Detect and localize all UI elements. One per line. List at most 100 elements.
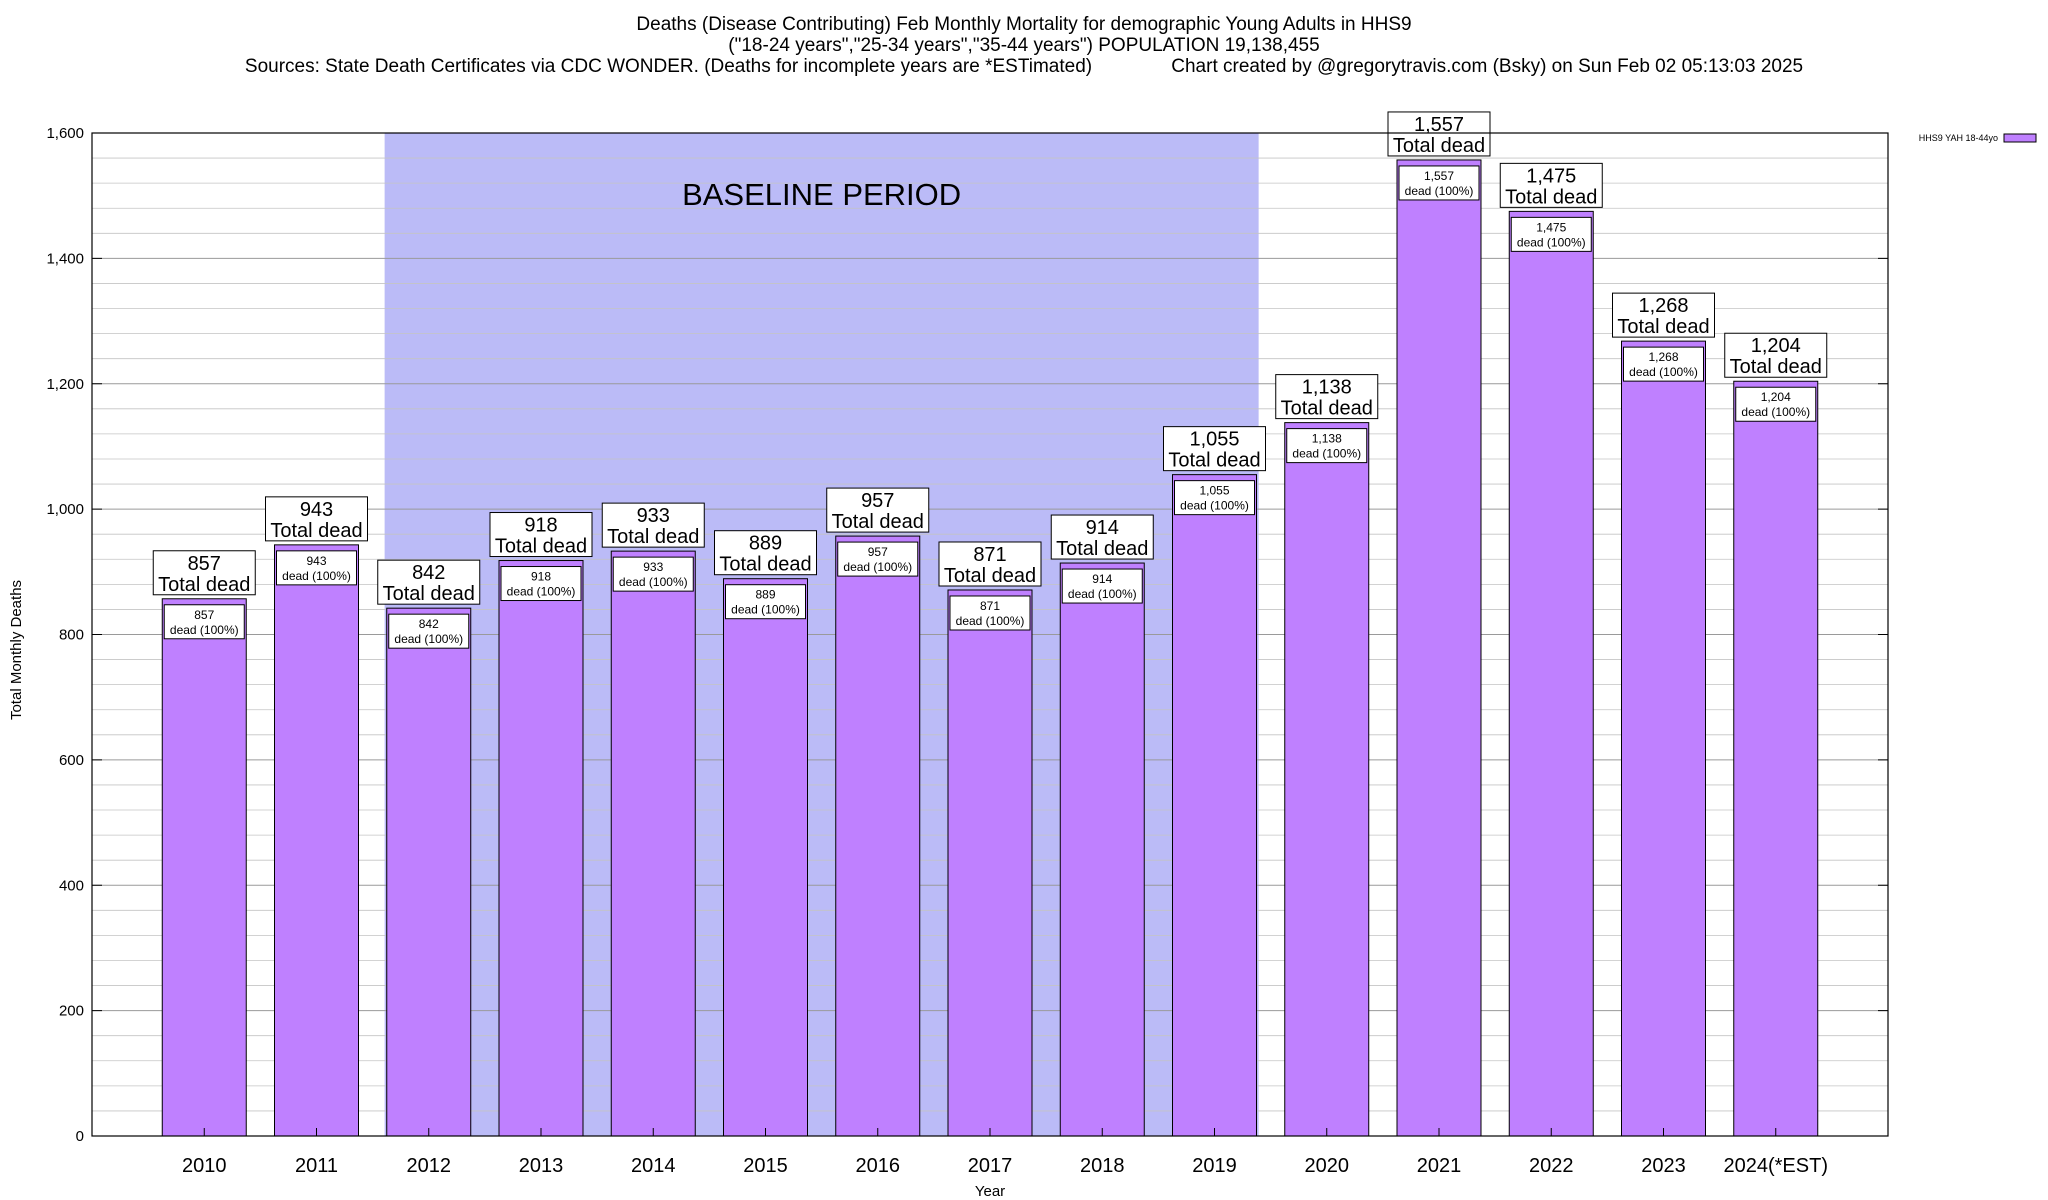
bar-top-value-label: 1,557: [1414, 114, 1464, 136]
bar-inner-value-label: 842: [419, 617, 439, 631]
bar: [1733, 380, 1819, 1137]
bar-top-value-label: 857: [188, 553, 221, 575]
x-tick-label: 2021: [1417, 1155, 1462, 1177]
y-tick-label: 1,000: [46, 501, 84, 518]
bar-top-label-box: [377, 559, 481, 605]
bar-inner-label-box: [837, 541, 919, 577]
bar-inner-value-label: 933: [643, 560, 663, 574]
bar: [1059, 562, 1145, 1137]
bar-top-total-label: Total dead: [1056, 538, 1148, 560]
y-tick-label: 600: [59, 752, 84, 769]
bar-inner-label-box: [1623, 346, 1704, 382]
bar-inner-value-label: 1,268: [1648, 350, 1678, 364]
bar-top-total-label: Total dead: [832, 511, 924, 533]
bar-inner-value-label: 1,055: [1199, 484, 1229, 498]
bar-inner-label-box: [1286, 428, 1368, 464]
bar-top-total-label: Total dead: [719, 554, 811, 576]
bar-inner-percent-label: dead (100%): [1180, 499, 1249, 513]
bar-top-value-label: 889: [749, 533, 782, 555]
bar-top-total-label: Total dead: [158, 574, 250, 596]
x-tick-label: 2013: [519, 1155, 564, 1177]
x-tick-label: 2018: [1080, 1155, 1125, 1177]
bar-top-label-box: [1612, 292, 1715, 338]
bar-inner-value-label: 957: [868, 545, 888, 559]
chart-title-line-1: Deaths (Disease Contributing) Feb Monthl…: [636, 14, 1412, 35]
x-tick-label: 2010: [182, 1155, 227, 1177]
bar-top-value-label: 1,204: [1751, 335, 1801, 357]
x-tick-label: 2017: [968, 1155, 1013, 1177]
bar: [161, 598, 247, 1137]
x-tick-label: 2011: [295, 1155, 338, 1177]
bar-top-total-label: Total dead: [1281, 398, 1373, 420]
bar-inner-value-label: 1,475: [1536, 220, 1566, 234]
bar-inner-percent-label: dead (100%): [394, 632, 463, 646]
x-tick-label: 2023: [1641, 1155, 1686, 1177]
bar-top-total-label: Total dead: [495, 536, 587, 558]
bar-inner-label-box: [1510, 216, 1592, 252]
bar: [1508, 210, 1594, 1137]
bar-inner-value-label: 889: [755, 588, 775, 602]
bar-top-value-label: 871: [973, 544, 1006, 566]
bar-inner-percent-label: dead (100%): [507, 585, 576, 599]
x-tick-label: 2015: [743, 1155, 788, 1177]
x-tick-label: 2020: [1305, 1155, 1350, 1177]
bar-inner-value-label: 1,557: [1424, 169, 1454, 183]
bar-inner-label-box: [388, 613, 470, 649]
bar-top-label-box: [601, 502, 705, 548]
bar-inner-percent-label: dead (100%): [1629, 365, 1698, 379]
legend-swatch: [2003, 133, 2037, 143]
y-tick-label: 400: [59, 877, 84, 894]
bar-inner-percent-label: dead (100%): [170, 623, 239, 637]
bar-inner-percent-label: dead (100%): [956, 614, 1025, 628]
bar-inner-value-label: 943: [306, 554, 326, 568]
bar-top-value-label: 957: [861, 490, 894, 512]
bar-inner-label-box: [1735, 386, 1817, 422]
bar-inner-value-label: 1,204: [1761, 390, 1791, 404]
bar: [386, 607, 472, 1137]
bar: [1621, 340, 1706, 1137]
x-tick-label: 2022: [1529, 1155, 1574, 1177]
chart-title-line-3: Sources: State Death Certificates via CD…: [244, 56, 1804, 77]
bar: [723, 578, 808, 1137]
bar: [1284, 422, 1370, 1137]
bar-top-value-label: 1,055: [1189, 429, 1239, 451]
bar-inner-label-box: [276, 550, 357, 586]
baseline-period-label: BASELINE PERIOD: [682, 177, 961, 212]
legend: HHS9 YAH 18-44yo: [1919, 133, 2037, 143]
bar-top-label-box: [938, 541, 1042, 587]
bar: [947, 589, 1033, 1137]
bar-top-total-label: Total dead: [944, 565, 1036, 587]
x-axis-title: Year: [975, 1183, 1005, 1200]
y-tick-label: 1,600: [46, 125, 84, 142]
bar: [274, 544, 359, 1137]
bar-inner-percent-label: dead (100%): [843, 560, 912, 574]
x-tick-label: 2019: [1192, 1155, 1237, 1177]
bar-inner-value-label: 871: [980, 599, 1000, 613]
bar: [610, 550, 696, 1137]
y-tick-label: 200: [59, 1003, 84, 1020]
bar-top-total-label: Total dead: [1393, 135, 1485, 157]
bar-inner-label-box: [949, 595, 1031, 631]
x-tick-label: 2016: [856, 1155, 901, 1177]
bar-top-value-label: 943: [300, 499, 333, 521]
y-tick-label: 800: [59, 627, 84, 644]
x-tick-label: 2012: [407, 1155, 452, 1177]
bar-top-value-label: 918: [524, 515, 557, 537]
bar-top-total-label: Total dead: [383, 583, 475, 605]
bar-top-label-box: [826, 487, 930, 533]
bar-top-label-box: [152, 550, 256, 596]
x-tick-label: 2024(*EST): [1724, 1155, 1829, 1177]
bar-inner-percent-label: dead (100%): [1741, 405, 1810, 419]
bar-inner-percent-label: dead (100%): [1068, 587, 1137, 601]
bar: [1396, 159, 1482, 1137]
bar-top-label-box: [1499, 162, 1603, 208]
bar-top-value-label: 1,138: [1302, 377, 1352, 399]
bar-inner-label-box: [1398, 165, 1480, 201]
bar-inner-label-box: [612, 556, 694, 592]
bar-inner-label-box: [1174, 480, 1255, 516]
bar-top-label-box: [1050, 514, 1154, 560]
bar-top-value-label: 1,475: [1526, 165, 1576, 187]
bar-top-label-box: [1275, 374, 1379, 420]
bar-top-total-label: Total dead: [1505, 186, 1597, 208]
